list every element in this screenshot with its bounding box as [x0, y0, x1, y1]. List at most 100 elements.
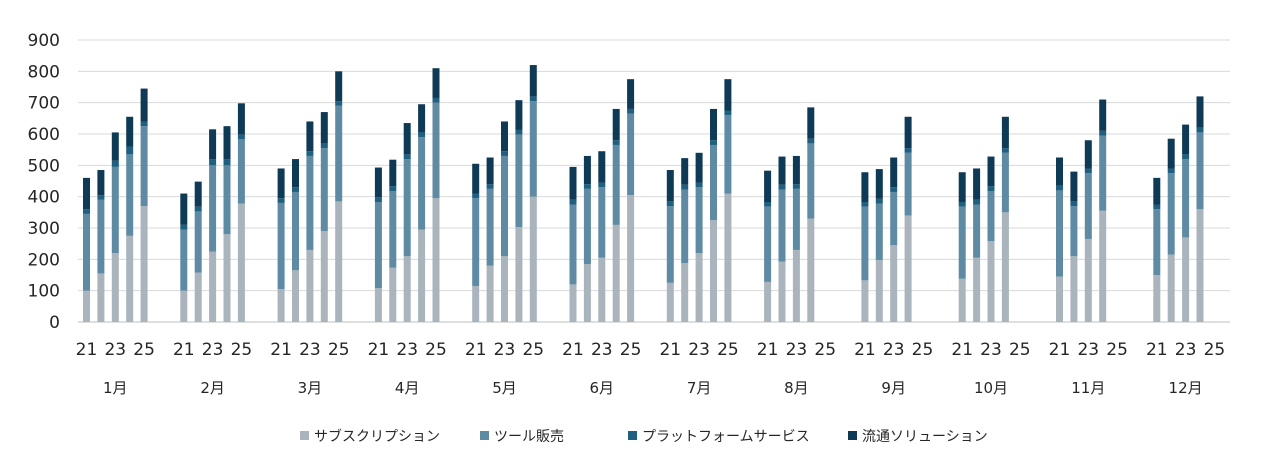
bar-segment	[792, 155, 800, 185]
bar-segment	[666, 206, 674, 283]
bar-segment	[374, 167, 382, 198]
legend-swatch	[300, 431, 309, 440]
bar-segment	[140, 206, 148, 322]
bar-segment	[792, 188, 800, 250]
bar-segment	[724, 79, 732, 111]
y-axis-ticks: 0 100 200 300 400 500 600 700 800 900	[28, 31, 60, 333]
bar-segment	[97, 195, 105, 200]
bar-segment	[1196, 132, 1204, 210]
bar-segment	[335, 101, 343, 106]
bar-segment	[320, 112, 328, 144]
year-tick-label: 23	[1175, 340, 1197, 360]
bar-segment	[695, 182, 703, 188]
bar-segment	[724, 115, 732, 194]
bar-segment	[1153, 204, 1161, 210]
bar-segment	[583, 264, 591, 322]
bar-segment	[194, 206, 202, 212]
bar-segment	[194, 181, 202, 207]
year-tick-label: 23	[299, 340, 321, 360]
bar-segment	[1056, 185, 1063, 191]
year-tick-label: 21	[659, 340, 681, 360]
year-tick-label: 21	[1146, 340, 1168, 360]
year-tick-label: 25	[717, 340, 739, 360]
bar-segment	[418, 137, 426, 230]
bar-segment	[1084, 173, 1092, 239]
bar-segment	[111, 132, 119, 161]
bar-segment	[612, 108, 620, 141]
bar-segment	[1070, 206, 1078, 257]
year-tick-label: 23	[494, 340, 516, 360]
bar-segment	[666, 170, 674, 202]
bar-segment	[1167, 138, 1175, 169]
bar-segment	[583, 155, 591, 185]
year-tick-label: 25	[425, 340, 447, 360]
bar-segment	[710, 108, 717, 141]
bar-segment	[875, 169, 883, 199]
bar-segment	[515, 134, 523, 228]
bar-segment	[418, 132, 426, 138]
bar-segment	[194, 211, 202, 273]
bar-segment	[1099, 99, 1107, 131]
year-tick-label: 25	[1106, 340, 1128, 360]
bar-segment	[1167, 173, 1175, 255]
bar-segment	[987, 241, 995, 322]
bar-segment	[432, 198, 440, 322]
bar-segment	[598, 187, 606, 258]
bar-segment	[237, 134, 245, 140]
year-tick-label: 23	[104, 340, 126, 360]
year-tick-label: 23	[883, 340, 905, 360]
bar-segment	[277, 289, 285, 322]
bar-segment	[1167, 254, 1175, 322]
y-tick-label: 300	[28, 219, 60, 239]
bar-segment	[292, 187, 299, 192]
bar-segment	[486, 188, 494, 266]
bar-segment	[1196, 209, 1204, 322]
bar-segment	[695, 253, 703, 322]
bar-segment	[1167, 168, 1175, 174]
bar-segment	[778, 184, 786, 190]
month-label: 4月	[395, 379, 420, 397]
bar-segment	[764, 170, 772, 202]
bar-segment	[681, 184, 689, 190]
bar-segment	[1001, 212, 1009, 322]
month-label: 6月	[590, 379, 615, 397]
bar-segment	[681, 158, 689, 185]
bar-segment	[126, 235, 134, 322]
year-tick-label: 21	[270, 340, 292, 360]
bar-segment	[904, 148, 912, 153]
bar-segment	[987, 186, 995, 192]
y-tick-label: 900	[28, 31, 60, 51]
year-tick-label: 23	[786, 340, 808, 360]
bar-segment	[695, 152, 703, 183]
bar-segment	[472, 193, 480, 199]
bar-segment	[418, 229, 426, 322]
bar-segment	[764, 201, 772, 207]
bar-segment	[389, 267, 397, 322]
bar-segment	[126, 146, 134, 155]
bar-segment	[583, 184, 591, 189]
bar-segment	[111, 166, 119, 254]
bar-segment	[973, 257, 981, 322]
bar-segment	[1001, 116, 1009, 149]
bar-segment	[958, 201, 966, 207]
bar-segment	[1056, 190, 1063, 277]
bar-segment	[807, 218, 815, 322]
bar-segment	[194, 272, 202, 322]
bar-segment	[1196, 96, 1204, 128]
bar-segment	[389, 159, 397, 187]
y-tick-label: 200	[28, 250, 60, 270]
bar-segment	[209, 159, 217, 166]
bar-segment	[583, 188, 591, 265]
bar-segment	[237, 203, 245, 322]
year-tick-label: 25	[231, 340, 253, 360]
year-tick-label: 25	[1009, 340, 1031, 360]
month-label: 9月	[881, 379, 906, 397]
bar-segment	[306, 121, 314, 152]
y-tick-label: 0	[49, 313, 60, 333]
bar-segment	[627, 79, 635, 109]
bar-segment	[598, 182, 606, 188]
bar-segment	[861, 201, 869, 207]
year-tick-label: 21	[757, 340, 779, 360]
bar-segment	[1084, 140, 1092, 169]
